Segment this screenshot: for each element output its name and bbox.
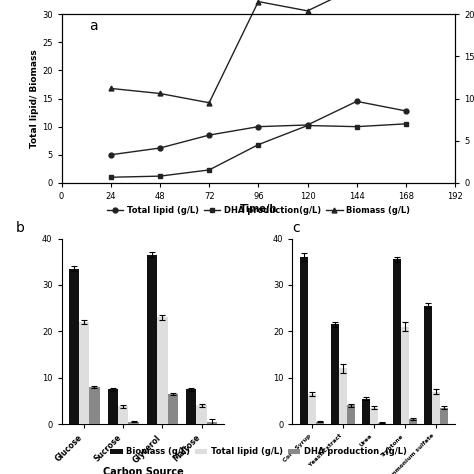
Bar [69,269,79,424]
Bar [300,257,308,424]
Bar [392,259,401,424]
Bar [362,399,370,424]
Bar [439,408,447,424]
Legend: Total lipid (g/L), DHA production(g/L), Biomass (g/L): Total lipid (g/L), DHA production(g/L), … [103,203,413,219]
Text: a: a [89,19,98,33]
Y-axis label: Total lipid/ Biomass: Total lipid/ Biomass [30,49,39,148]
Bar [167,394,178,424]
X-axis label: Carbon Source: Carbon Source [102,467,183,474]
Bar [331,324,339,424]
Bar [89,387,100,424]
Bar [431,392,439,424]
Bar [424,306,431,424]
Bar [79,322,89,424]
Bar [370,408,378,424]
Bar [118,406,128,424]
Bar [339,368,347,424]
Bar [347,405,355,424]
Legend: Biomass (g/L), Total lipid (g/L), DHA production  (g/L): Biomass (g/L), Total lipid (g/L), DHA pr… [107,444,410,460]
Text: c: c [292,221,300,235]
X-axis label: Time/h: Time/h [240,204,277,214]
Bar [108,389,118,424]
Bar [186,389,196,424]
Bar [316,422,324,424]
Bar [196,405,207,424]
Bar [147,255,157,424]
Bar [409,419,417,424]
Bar [401,327,409,424]
Bar [308,394,316,424]
Bar [128,422,138,424]
Bar [157,318,167,424]
Text: b: b [16,221,25,235]
Bar [378,423,386,424]
Bar [207,422,217,424]
